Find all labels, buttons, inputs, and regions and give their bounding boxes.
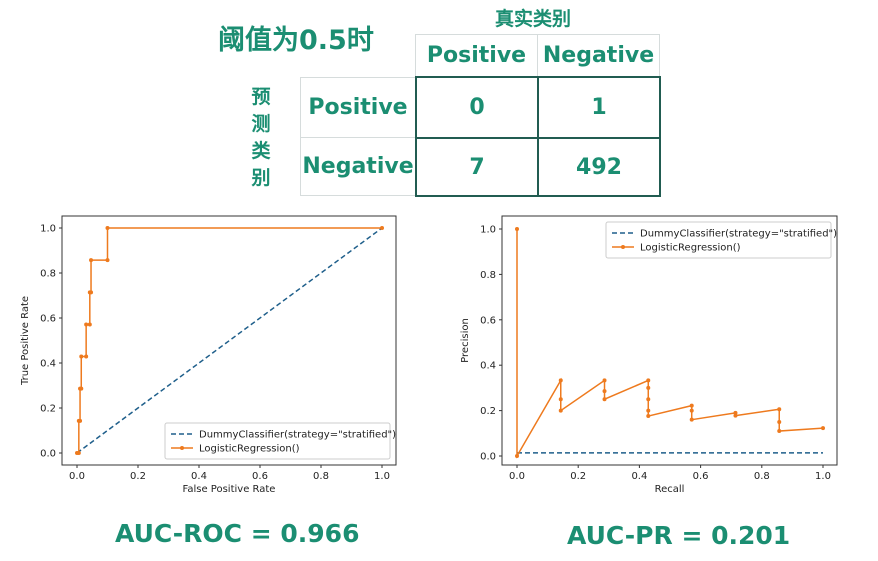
x-axis-label: False Positive Rate	[183, 484, 276, 495]
auc-pr-text: AUC-PR = 0.201	[567, 521, 791, 550]
data-point	[515, 227, 519, 231]
cell-fn: 7	[415, 137, 539, 197]
data-point	[84, 354, 89, 359]
auc-roc-text: AUC-ROC = 0.966	[115, 519, 360, 548]
cell-tp: 0	[415, 76, 539, 139]
data-point	[105, 226, 110, 230]
series-line-0	[76, 227, 383, 454]
y-tick-label: 0.6	[40, 314, 56, 325]
data-point	[733, 413, 738, 418]
x-tick-label: 0.6	[252, 471, 268, 482]
y-tick-label: 1.0	[40, 224, 56, 235]
predicted-class-label: 预测类别	[251, 86, 271, 189]
legend-label: LogisticRegression()	[199, 444, 300, 455]
y-tick-label: 0.2	[40, 404, 56, 415]
plot-frame	[61, 215, 397, 466]
y-tick-label: 0.2	[480, 406, 496, 417]
row-header-negative: Negative	[300, 137, 416, 196]
cell-fp: 1	[537, 76, 661, 139]
x-tick-label: 0.2	[130, 471, 146, 482]
roc-chart: 0.0 0.0 0.2 0.2 0.4 0.4 0.6 0.6 0.8 0.8 1.0 1.0 Fals…	[20, 215, 397, 495]
data-point	[79, 386, 84, 391]
col-header-negative: Negative	[537, 34, 660, 77]
data-point	[689, 408, 694, 413]
x-tick-label: 0.0	[509, 471, 525, 482]
actual-class-label: 真实类别	[495, 8, 572, 30]
data-point	[777, 407, 782, 412]
data-point	[646, 378, 651, 383]
data-point	[558, 408, 563, 413]
legend-marker	[180, 446, 184, 450]
legend-box	[605, 221, 832, 259]
legend-label: LogisticRegression()	[640, 243, 741, 254]
data-point	[84, 322, 89, 327]
data-point	[821, 426, 825, 431]
data-point	[87, 322, 92, 327]
y-axis-label: True Positive Rate	[20, 296, 31, 386]
data-point	[646, 408, 651, 413]
x-tick-label: 1.0	[374, 471, 390, 482]
x-tick-label: 0.8	[754, 471, 770, 482]
data-point	[646, 397, 651, 402]
y-tick-label: 0.4	[480, 361, 496, 372]
data-point	[602, 389, 607, 394]
y-tick-label: 0.6	[480, 315, 496, 326]
plot-frame	[501, 215, 838, 466]
x-tick-label: 0.8	[313, 471, 329, 482]
data-point	[777, 429, 782, 434]
col-header-positive: Positive	[415, 34, 538, 77]
series-line-1	[516, 229, 824, 459]
x-tick-label: 0.0	[69, 471, 85, 482]
data-point	[89, 290, 94, 295]
data-point	[646, 414, 651, 419]
legend-box	[164, 422, 391, 460]
data-point	[602, 397, 607, 402]
data-point	[105, 258, 110, 263]
cell-tn: 492	[537, 137, 661, 197]
data-point	[689, 403, 694, 408]
data-point	[558, 397, 563, 402]
x-tick-label: 0.6	[693, 471, 709, 482]
data-point	[646, 385, 651, 390]
data-point	[89, 258, 94, 263]
y-tick-label: 0.0	[40, 449, 56, 460]
x-tick-label: 0.4	[631, 471, 647, 482]
data-point	[602, 378, 607, 383]
x-tick-label: 1.0	[815, 471, 831, 482]
data-point	[689, 417, 694, 422]
y-axis-label: Precision	[460, 318, 471, 363]
slide-title: 阈值为0.5时	[218, 25, 374, 56]
data-point	[515, 454, 519, 458]
y-tick-label: 0.8	[40, 269, 56, 280]
y-tick-label: 0.0	[480, 452, 496, 463]
data-point	[79, 354, 84, 359]
pr-chart: 0.0 0.0 0.2 0.2 0.4 0.4 0.6 0.6 0.8 0.8 1.0 1.0 Reca…	[460, 215, 838, 495]
y-tick-label: 0.8	[480, 270, 496, 281]
x-axis-label: Recall	[655, 484, 685, 495]
x-tick-label: 0.2	[570, 471, 586, 482]
legend-marker	[621, 245, 625, 249]
legend-label: DummyClassifier(strategy="stratified")	[199, 430, 396, 441]
legend-label: DummyClassifier(strategy="stratified")	[640, 229, 837, 240]
data-point	[380, 226, 384, 230]
data-point	[777, 419, 782, 424]
data-point	[76, 451, 81, 455]
row-header-positive: Positive	[300, 77, 416, 138]
data-point	[78, 418, 83, 423]
y-tick-label: 0.4	[40, 359, 56, 370]
data-point	[558, 378, 563, 383]
x-tick-label: 0.4	[191, 471, 207, 482]
y-tick-label: 1.0	[480, 225, 496, 236]
